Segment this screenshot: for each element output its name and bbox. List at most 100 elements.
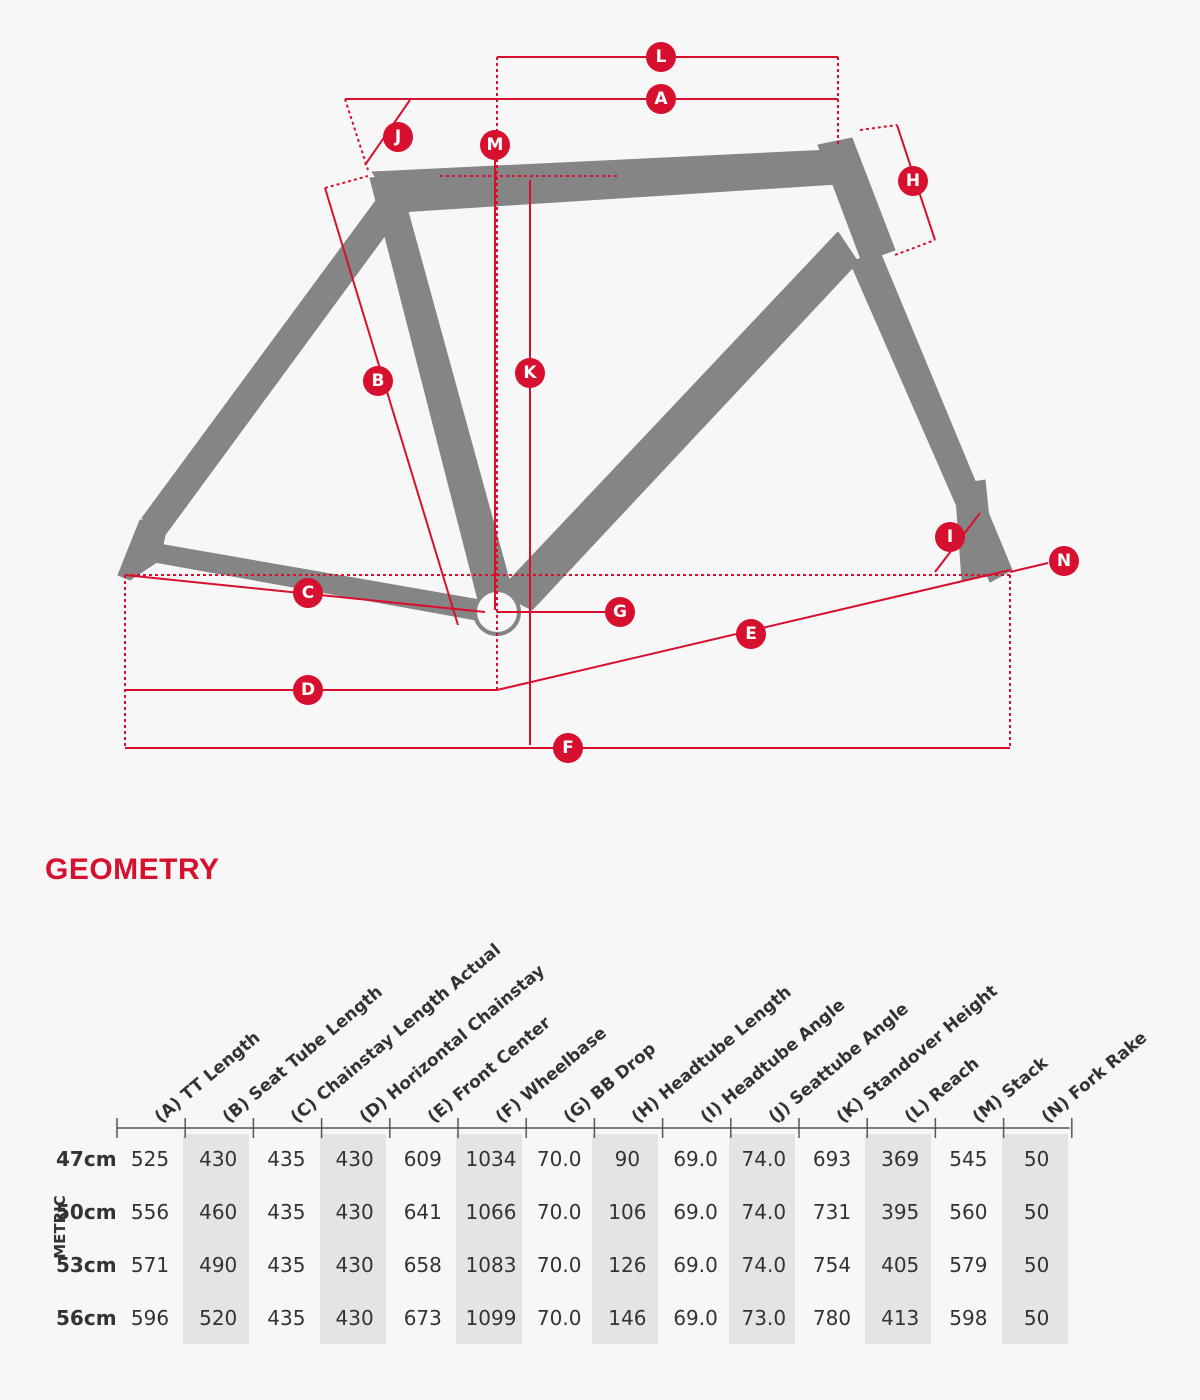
svg-text:I: I: [947, 527, 953, 547]
marker-c: C: [293, 578, 323, 608]
marker-k: K: [515, 358, 545, 388]
table-cell: 430: [335, 1253, 374, 1277]
column-header: (F) Wheelbase: [492, 1023, 611, 1128]
table-cell: 579: [949, 1253, 988, 1277]
table-cell: 369: [881, 1147, 920, 1171]
marker-m: M: [480, 130, 510, 160]
marker-j: J: [383, 122, 413, 152]
table-cell: 731: [812, 1200, 852, 1224]
svg-text:N: N: [1057, 551, 1071, 571]
table-cell: 74.0: [741, 1253, 787, 1277]
svg-text:M: M: [487, 135, 504, 155]
table-cell: 560: [949, 1200, 988, 1224]
table-cell: 596: [130, 1306, 170, 1330]
column-shade: [319, 1134, 386, 1344]
table-cell: 70.0: [536, 1306, 582, 1330]
table-cell: 430: [335, 1306, 374, 1330]
column-shade: [865, 1134, 932, 1344]
table-cell: 146: [608, 1306, 647, 1330]
table-cell: 413: [881, 1306, 920, 1330]
column-header: (E) Front Center: [423, 1013, 555, 1128]
table-cell: 641: [403, 1200, 442, 1224]
table-cell: 545: [949, 1147, 988, 1171]
column-header: (I) Headtube Angle: [696, 995, 849, 1128]
svg-text:C: C: [302, 583, 314, 603]
table-cell: 50: [1023, 1200, 1050, 1224]
column-header: (M) Stack: [969, 1053, 1053, 1128]
table-cell: 50: [1023, 1253, 1050, 1277]
column-header: (B) Seat Tube Length: [219, 982, 387, 1128]
table-cell: 1034: [465, 1147, 517, 1171]
column-header: (G) BB Drop: [560, 1038, 661, 1128]
svg-text:H: H: [906, 171, 920, 191]
measurement-lines: [124, 56, 1049, 749]
table-cell: 598: [949, 1306, 988, 1330]
table-cell: 73.0: [741, 1306, 787, 1330]
column-header: (K) Standover Height: [833, 981, 1002, 1128]
table-cell: 754: [812, 1253, 852, 1277]
table-cell: 1099: [465, 1306, 517, 1330]
table-cell: 1066: [465, 1200, 517, 1224]
column-header: (L) Reach: [901, 1053, 984, 1128]
table-cell: 780: [812, 1306, 852, 1330]
marker-a: A: [646, 84, 676, 114]
svg-text:K: K: [523, 363, 537, 383]
table-cell: 69.0: [673, 1253, 718, 1277]
frame-geometry-diagram: L A J M H K B I N C G E D F: [117, 42, 1079, 763]
table-cell: 525: [130, 1147, 170, 1171]
table-cell: 395: [881, 1200, 920, 1224]
marker-l: L: [646, 42, 676, 72]
marker-n: N: [1049, 546, 1079, 576]
marker-b: B: [363, 366, 393, 396]
column-shade: [1001, 1134, 1068, 1344]
svg-text:L: L: [656, 47, 667, 67]
table-cell: 430: [335, 1147, 374, 1171]
svg-text:E: E: [745, 624, 757, 644]
table-cell: 1083: [465, 1253, 517, 1277]
svg-text:J: J: [394, 127, 401, 147]
svg-text:F: F: [562, 738, 574, 758]
table-cell: 50: [1023, 1147, 1050, 1171]
table-cell: 435: [267, 1306, 306, 1330]
section-title: GEOMETRY: [45, 853, 220, 886]
bike-frame: [117, 137, 1013, 636]
column-header: (H) Headtube Length: [628, 982, 796, 1128]
table-cell: 70.0: [536, 1200, 582, 1224]
column-shade: [728, 1134, 795, 1344]
table-cell: 460: [199, 1200, 238, 1224]
table-cell: 90: [614, 1147, 641, 1171]
marker-e: E: [736, 619, 766, 649]
column-header: (A) TT Length: [151, 1027, 265, 1128]
table-cell: 435: [267, 1253, 306, 1277]
table-cell: 520: [199, 1306, 238, 1330]
column-header: (J) Seattube Angle: [764, 998, 913, 1128]
table-cell: 571: [130, 1253, 170, 1277]
table-cell: 693: [812, 1147, 852, 1171]
table-cell: 69.0: [673, 1147, 718, 1171]
table-cell: 435: [267, 1200, 306, 1224]
table-cell: 405: [881, 1253, 920, 1277]
table-cell: 69.0: [673, 1306, 718, 1330]
table-cell: 609: [403, 1147, 442, 1171]
table-cell: 490: [199, 1253, 238, 1277]
table-cell: 50: [1023, 1306, 1050, 1330]
unit-label: METRIC: [50, 1195, 69, 1259]
svg-text:A: A: [654, 89, 668, 109]
table-cell: 69.0: [673, 1200, 718, 1224]
size-label: 56cm: [56, 1306, 117, 1330]
table-cell: 126: [608, 1253, 647, 1277]
column-header: (N) Fork Rake: [1037, 1027, 1151, 1128]
table-cell: 430: [335, 1200, 374, 1224]
marker-d: D: [293, 675, 323, 705]
table-cell: 658: [403, 1253, 442, 1277]
marker-i: I: [935, 522, 965, 552]
table-cell: 430: [199, 1147, 238, 1171]
column-header: (C) Chainstay Length Actual: [287, 939, 506, 1128]
table-cell: 106: [608, 1200, 647, 1224]
table-cell: 673: [403, 1306, 442, 1330]
table-cell: 74.0: [741, 1147, 787, 1171]
svg-text:D: D: [301, 680, 315, 700]
svg-text:G: G: [613, 602, 627, 622]
size-label: 47cm: [56, 1147, 117, 1171]
column-shade: [183, 1134, 250, 1344]
